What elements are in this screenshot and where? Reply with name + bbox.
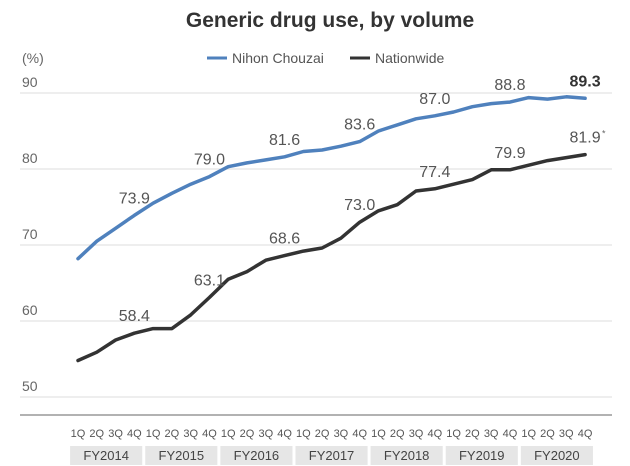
fiscal-year-label-6: FY2020	[534, 448, 580, 463]
x-tick-quarter-8: 1Q	[221, 428, 236, 440]
y-tick-label-60: 60	[22, 302, 38, 318]
y-axis-unit: (%)	[22, 50, 44, 66]
fiscal-year-label-5: FY2019	[459, 448, 505, 463]
fiscal-year-band-5	[445, 446, 518, 465]
x-tick-quarter-14: 3Q	[334, 428, 349, 440]
data-label-nihon-chouzai-4: 87.0	[419, 91, 450, 108]
series-line-nihon-chouzai	[76, 95, 587, 261]
x-tick-quarter-18: 3Q	[409, 428, 424, 440]
x-tick-quarter-0: 1Q	[71, 428, 86, 440]
x-tick-quarter-3: 4Q	[127, 428, 142, 440]
legend: Nihon Chouzai Nationwide	[207, 50, 444, 66]
x-tick-quarter-12: 1Q	[296, 428, 311, 440]
x-tick-labels: 1Q 2Q 3Q 4Q 1Q 2Q 3Q 4Q 1Q 2Q 3Q 4Q 1Q 2Q 3Q 4Q 1Q 2Q 3Q 4Q…	[70, 428, 593, 465]
y-tick-label-80: 80	[22, 150, 38, 166]
data-label-nationwide-5: 79.9	[494, 145, 525, 162]
fiscal-year-band-1	[145, 446, 218, 465]
fiscal-year-band-3	[295, 446, 368, 465]
legend-label-nationwide: Nationwide	[375, 50, 444, 66]
x-tick-quarter-11: 4Q	[277, 428, 292, 440]
x-tick-quarter-7: 4Q	[202, 428, 217, 440]
series-line-nationwide	[76, 152, 587, 363]
fiscal-year-label-4: FY2018	[384, 448, 430, 463]
x-tick-quarter-19: 4Q	[427, 428, 442, 440]
footnote-mark-nationwide: *	[602, 129, 606, 139]
data-label-nihon-chouzai-0: 73.9	[119, 190, 150, 207]
data-label-nationwide-0: 58.4	[119, 308, 150, 325]
fiscal-year-label-0: FY2014	[83, 448, 129, 463]
x-tick-quarter-21: 2Q	[465, 428, 480, 440]
data-label-nationwide-6: 81.9	[569, 130, 600, 147]
x-tick-quarter-27: 4Q	[578, 428, 593, 440]
chart-title: Generic drug use, by volume	[186, 9, 474, 32]
y-tick-labels: 50 60 70 80 90	[22, 74, 38, 394]
x-tick-quarter-25: 2Q	[540, 428, 555, 440]
data-label-nationwide-3: 73.0	[344, 197, 375, 214]
legend-label-nihon-chouzai: Nihon Chouzai	[232, 50, 324, 66]
data-label-nihon-chouzai-6: 89.3	[569, 73, 600, 90]
x-tick-quarter-22: 3Q	[484, 428, 499, 440]
data-label-nihon-chouzai-5: 88.8	[494, 77, 525, 94]
x-tick-quarter-5: 2Q	[165, 428, 180, 440]
x-tick-quarter-17: 2Q	[390, 428, 405, 440]
gridlines	[20, 92, 612, 416]
y-tick-label-50: 50	[22, 378, 38, 394]
data-labels: 73.9 79.0 81.6 83.6 87.0 88.8 89.3 58.4 63.1 68.6…	[119, 73, 606, 325]
x-tick-quarter-1: 2Q	[89, 428, 104, 440]
fiscal-year-label-2: FY2016	[234, 448, 280, 463]
x-tick-quarter-2: 3Q	[108, 428, 123, 440]
data-label-nationwide-2: 68.6	[269, 231, 300, 248]
data-label-nationwide-1: 63.1	[194, 272, 225, 289]
fiscal-year-band-4	[370, 446, 443, 465]
data-label-nationwide-4: 77.4	[419, 164, 450, 181]
x-tick-quarter-24: 1Q	[521, 428, 536, 440]
x-tick-quarter-6: 3Q	[183, 428, 198, 440]
fiscal-year-label-1: FY2015	[159, 448, 205, 463]
x-tick-quarter-13: 2Q	[315, 428, 330, 440]
x-tick-quarter-4: 1Q	[146, 428, 161, 440]
x-tick-quarter-16: 1Q	[371, 428, 386, 440]
y-tick-label-70: 70	[22, 226, 38, 242]
data-label-nihon-chouzai-3: 83.6	[344, 117, 375, 134]
x-tick-quarter-23: 4Q	[503, 428, 518, 440]
fiscal-year-band-2	[220, 446, 293, 465]
x-tick-quarter-15: 4Q	[352, 428, 367, 440]
fiscal-year-label-3: FY2017	[309, 448, 355, 463]
data-label-nihon-chouzai-1: 79.0	[194, 152, 225, 169]
x-tick-quarter-26: 3Q	[559, 428, 574, 440]
x-tick-quarter-10: 3Q	[258, 428, 273, 440]
data-label-nihon-chouzai-2: 81.6	[269, 132, 300, 149]
fiscal-year-band-6	[520, 446, 593, 465]
series-lines	[76, 95, 587, 363]
x-tick-quarter-9: 2Q	[240, 428, 255, 440]
x-tick-quarter-20: 1Q	[446, 428, 461, 440]
y-tick-label-90: 90	[22, 74, 38, 90]
fiscal-year-band-0	[70, 446, 143, 465]
